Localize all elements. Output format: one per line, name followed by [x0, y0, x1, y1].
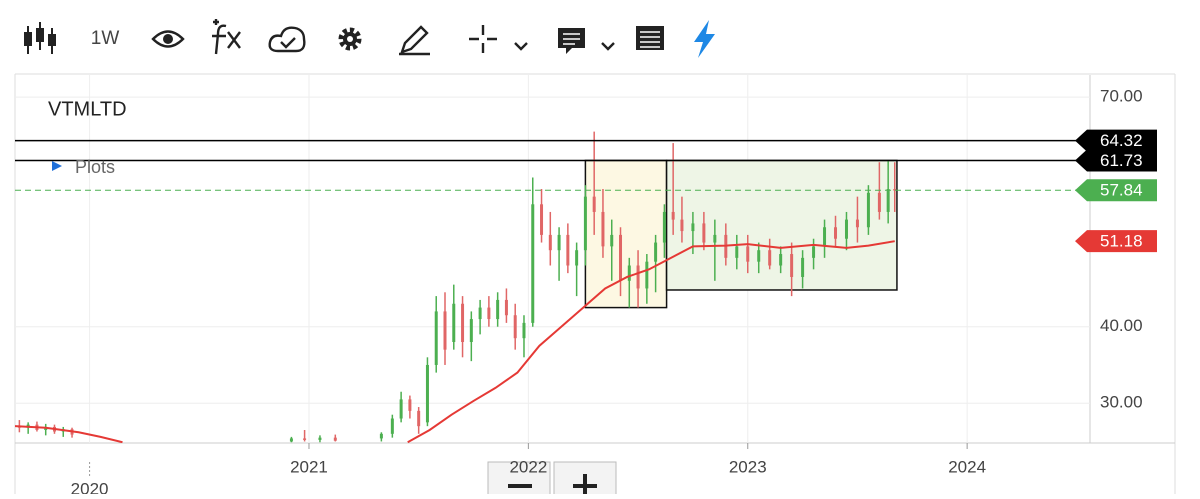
- candle-body: [702, 223, 706, 243]
- candle-body: [487, 307, 491, 320]
- candle-body: [566, 234, 570, 266]
- x-tick-label: 2024: [948, 457, 986, 476]
- candle-body: [461, 303, 465, 343]
- plots-label[interactable]: Plots: [75, 157, 115, 177]
- x-tick-label: 2023: [729, 457, 767, 476]
- zoom-out[interactable]: [487, 461, 551, 499]
- candle-body: [680, 219, 684, 232]
- candle-body: [893, 188, 897, 191]
- draw-icon[interactable]: [399, 25, 430, 56]
- price-tag-label: 57.84: [1100, 181, 1143, 200]
- candle-body: [691, 223, 695, 232]
- candle-body: [425, 364, 429, 423]
- candle-body: [627, 265, 631, 281]
- candle-body: [713, 234, 717, 243]
- candle-body: [289, 438, 293, 442]
- candle-body: [610, 234, 614, 247]
- candle-body: [513, 315, 517, 339]
- candle-body: [877, 192, 881, 212]
- settings-icon[interactable]: [338, 27, 362, 51]
- candle-body: [834, 227, 838, 239]
- candle-body: [318, 437, 322, 440]
- list-icon[interactable]: [636, 26, 664, 50]
- candle-body: [540, 204, 544, 235]
- y-tick-label: 70.00: [1100, 87, 1143, 106]
- candle-body: [823, 227, 827, 247]
- candle-body: [417, 410, 421, 427]
- candle-body: [855, 219, 859, 228]
- candle-body: [619, 234, 623, 281]
- candle-body: [757, 250, 761, 262]
- symbol-title: VTMLTD: [48, 98, 127, 120]
- x-tick-label: 2021: [290, 457, 328, 476]
- drawing-box: [665, 159, 898, 291]
- candle-body: [735, 246, 739, 258]
- candle-body: [443, 311, 447, 350]
- y-tick-label: 30.00: [1100, 393, 1143, 412]
- crosshair-icon[interactable]: [469, 25, 528, 53]
- candle-body: [522, 322, 526, 339]
- eye-icon[interactable]: [151, 30, 185, 48]
- candles-icon[interactable]: [24, 22, 56, 54]
- comment-icon[interactable]: [558, 28, 615, 54]
- x-tick-label: 2022: [509, 457, 547, 476]
- candle-body: [844, 219, 848, 239]
- candle-body: [812, 246, 816, 258]
- candle-body: [434, 311, 438, 365]
- candle-body: [399, 399, 403, 419]
- candle-body: [452, 303, 456, 343]
- x-tick-label: 2020: [71, 479, 109, 494]
- moving-average: [15, 240, 895, 443]
- candle-body: [379, 433, 383, 439]
- candle-body: [496, 299, 500, 320]
- candle-body: [801, 257, 805, 277]
- plot-area: [15, 75, 1090, 443]
- candle-body: [592, 196, 596, 212]
- candle-body: [548, 234, 552, 251]
- candle-body: [531, 204, 535, 323]
- candle-body: [504, 299, 508, 316]
- candle-body: [671, 211, 675, 220]
- candle-body: [886, 188, 890, 212]
- candle-body: [746, 246, 750, 262]
- price-tag: [1075, 149, 1157, 172]
- candle-body: [557, 234, 561, 251]
- candle-body: [779, 254, 783, 266]
- candle-body: [575, 250, 579, 266]
- price-tag: [1075, 179, 1157, 202]
- candle-body: [303, 438, 307, 440]
- drawing-box: [584, 159, 668, 309]
- candle-body: [768, 250, 772, 266]
- candle-body: [636, 265, 640, 289]
- y-tick-label: 40.00: [1100, 316, 1143, 335]
- candle-body: [866, 192, 870, 228]
- candle-body: [645, 261, 649, 289]
- zoom-controls: [487, 461, 617, 499]
- price-tag: [1075, 129, 1157, 152]
- candle-body: [601, 211, 605, 247]
- candle-body: [654, 242, 658, 262]
- cloud-icon[interactable]: [268, 26, 306, 53]
- price-tag-label: 61.73: [1100, 151, 1143, 170]
- fx-icon[interactable]: [212, 19, 241, 55]
- interval[interactable]: 1W: [91, 28, 120, 49]
- candle-body: [478, 307, 482, 320]
- price-tag-label: 51.18: [1100, 232, 1143, 251]
- plots-toggle[interactable]: [52, 161, 62, 171]
- candle-body: [390, 418, 394, 434]
- candle-body: [662, 211, 666, 243]
- candle-body: [790, 254, 794, 277]
- price-tag-label: 64.32: [1100, 131, 1143, 150]
- candle-body: [469, 319, 473, 343]
- toolbar: 1W: [15, 19, 1175, 75]
- candle-body: [583, 196, 587, 251]
- candle-body: [333, 437, 337, 441]
- lightning-icon[interactable]: [694, 20, 715, 58]
- candle-body: [408, 399, 412, 411]
- price-tag: [1075, 230, 1157, 253]
